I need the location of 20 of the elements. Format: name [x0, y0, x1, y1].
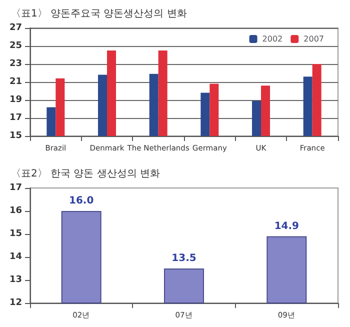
y-tick-label: 14: [9, 252, 22, 262]
y-tick-label: 17: [9, 183, 22, 193]
y-tick-label: 15: [9, 229, 22, 239]
data-label: 16.0: [68, 196, 94, 206]
y-tick-label: 16: [9, 206, 22, 216]
y-tick-label: 25: [9, 41, 22, 51]
y-tick-label: 13: [9, 275, 22, 285]
legend-label: 2002: [262, 34, 283, 44]
data-label: 13.5: [172, 253, 196, 264]
chart-title: 〈표2〉 한국 양돈 생산성의 변화: [11, 168, 160, 180]
y-tick-label: 17: [9, 113, 22, 123]
legend-label: 2007: [304, 34, 324, 44]
y-tick-label: 27: [9, 23, 22, 33]
y-tick-label: 23: [9, 59, 22, 69]
data-label: 14.9: [274, 220, 300, 232]
y-tick-label: 15: [9, 131, 22, 141]
chart-title: 〈표1〉 양돈주요국 양돈생산성의 변화: [11, 8, 187, 20]
y-tick-label: 12: [9, 298, 22, 308]
y-tick-label: 21: [9, 77, 22, 87]
y-tick-label: 19: [9, 95, 22, 105]
